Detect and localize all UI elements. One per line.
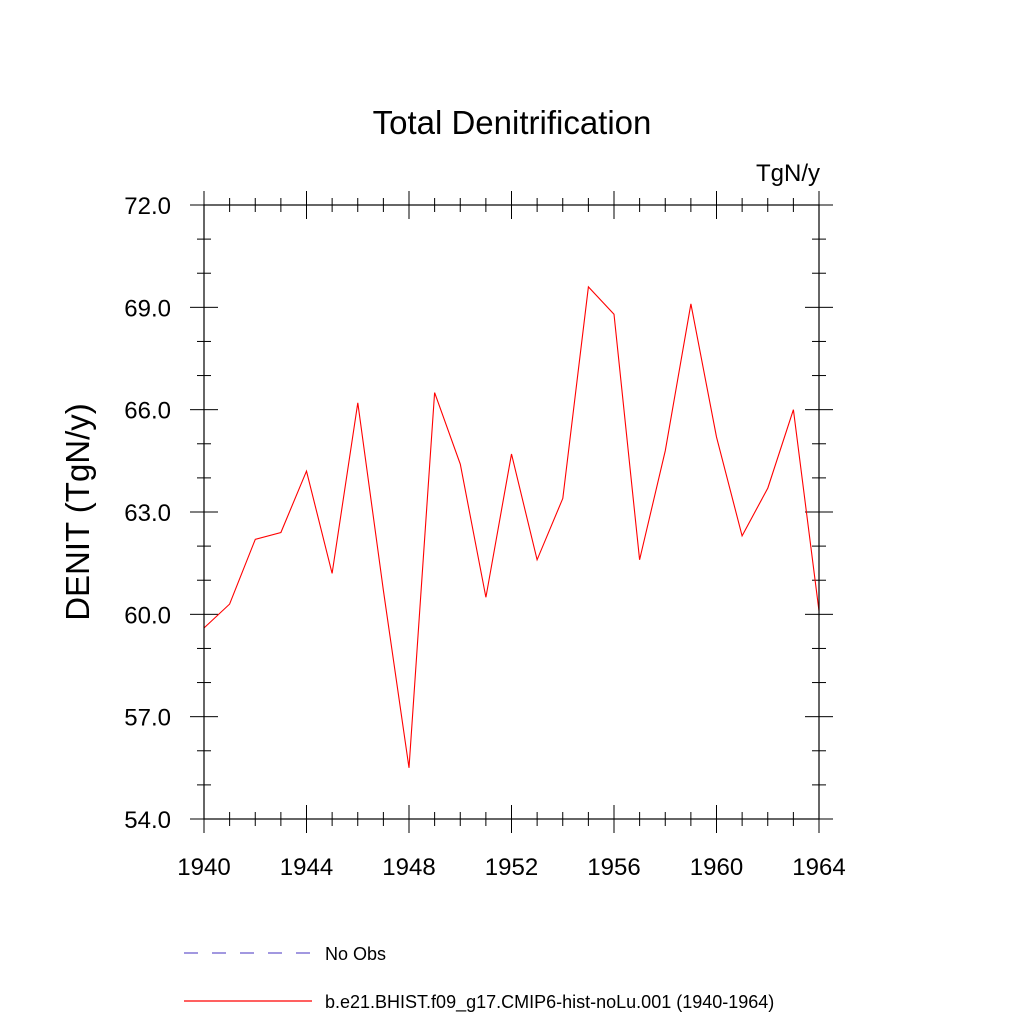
series-line-0 (203, 285, 820, 768)
units-label: TgN/y (756, 160, 820, 187)
y-tick-label: 57.0 (124, 705, 171, 732)
y-tick-label: 66.0 (124, 398, 171, 425)
x-tick-label: 1940 (177, 854, 230, 881)
y-axis-label: DENIT (TgN/y) (59, 403, 96, 621)
legend: No Obs b.e21.BHIST.f09_g17.CMIP6-hist-no… (184, 944, 774, 1013)
x-tick-label: 1952 (485, 854, 538, 881)
x-tick-label: 1948 (382, 854, 435, 881)
x-tick-label: 1956 (587, 854, 640, 881)
axis-tick-labels: 1940 1944 1948 1952 1956 1960 1964 54.0 57.0 60.0… (124, 193, 845, 881)
x-tick-label: 1964 (792, 854, 845, 881)
y-tick-label: 72.0 (124, 193, 171, 220)
plot-frame (203, 204, 820, 820)
y-tick-label: 63.0 (124, 500, 171, 527)
axis-ticks (190, 191, 833, 833)
series-layer (203, 285, 820, 768)
x-tick-label: 1960 (690, 854, 743, 881)
y-tick-label: 54.0 (124, 807, 171, 834)
chart-title: Total Denitrification (373, 104, 652, 141)
x-tick-label: 1944 (280, 854, 333, 881)
legend-label-no-obs: No Obs (325, 944, 386, 964)
y-tick-label: 69.0 (124, 295, 171, 322)
legend-label-model-run: b.e21.BHIST.f09_g17.CMIP6-hist-noLu.001 … (325, 992, 774, 1013)
y-tick-label: 60.0 (124, 602, 171, 629)
